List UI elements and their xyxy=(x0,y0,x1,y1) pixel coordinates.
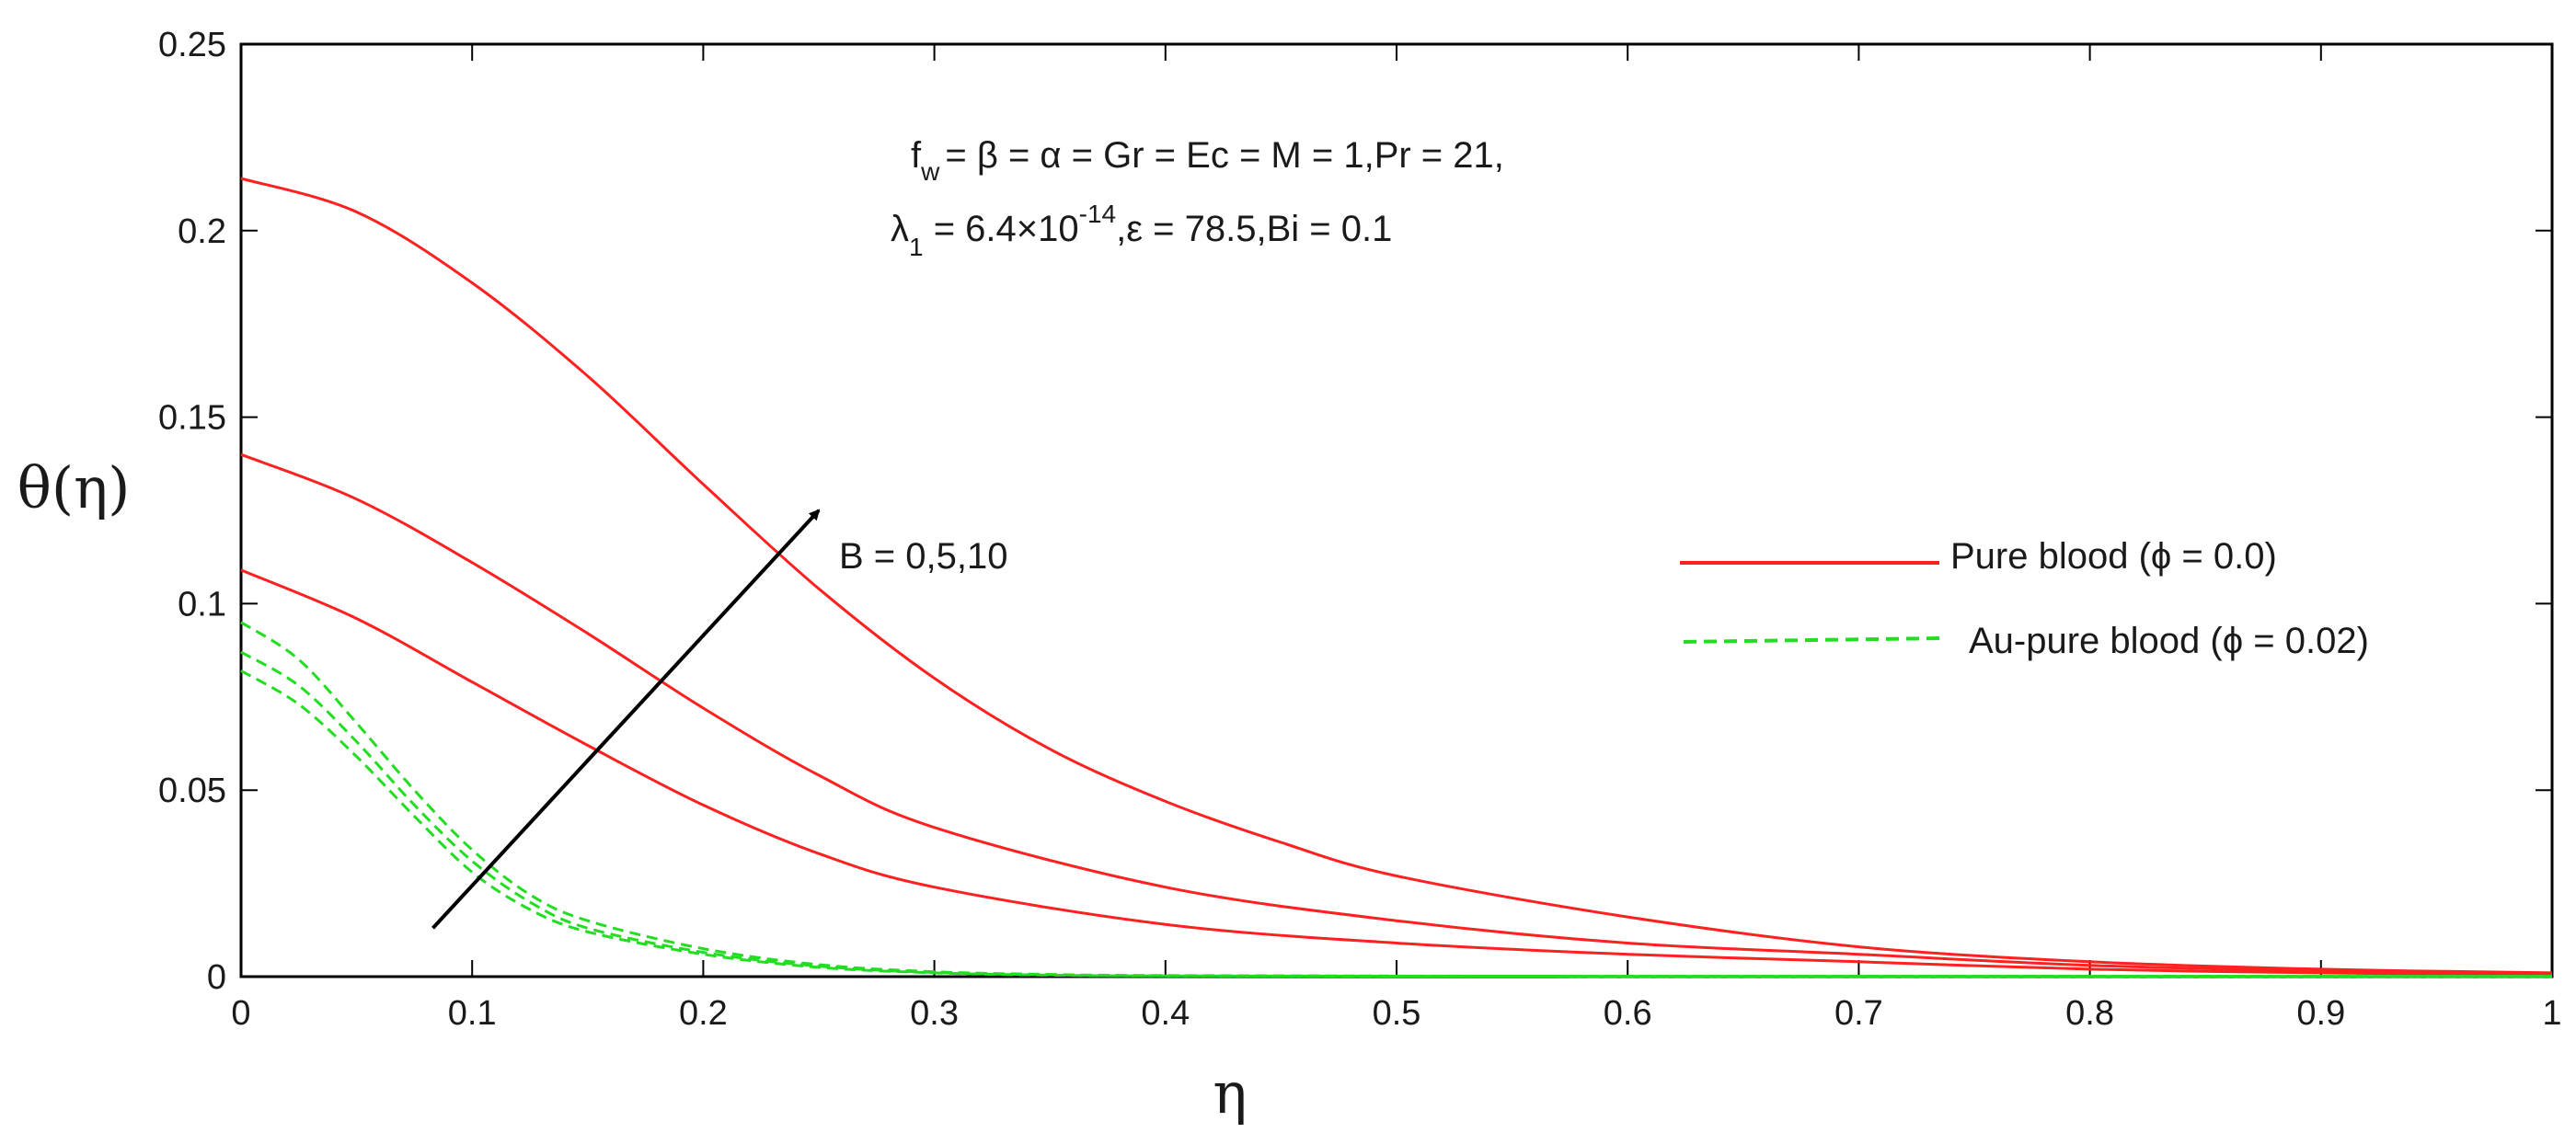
trend-arrow xyxy=(431,509,821,930)
y-tick-label: 0.05 xyxy=(158,772,226,810)
legend-label-au-pure-blood: Au-pure blood (ϕ = 0.02) xyxy=(1969,621,2369,661)
y-tick-label: 0.15 xyxy=(158,399,226,438)
y-tick-label: 0.1 xyxy=(178,585,226,623)
f-subscript: w xyxy=(920,157,940,186)
au-pure-blood-series-line xyxy=(240,669,2552,978)
y-axis-label: θ(η) xyxy=(17,454,131,521)
lambda-subscript: 1 xyxy=(909,233,924,261)
y-axis-ticks: 0 0.05 0.1 0.15 0.2 0.25 xyxy=(158,26,2552,997)
plot-area xyxy=(239,42,2554,978)
arrow-label: B = 0,5,10 xyxy=(839,536,1007,577)
y-tick-label: 0 xyxy=(207,958,226,997)
line2-rest: ,ε = 78.5,Bi = 0.1 xyxy=(1116,209,1392,249)
x-axis-ticks: 0 0.1 0.2 0.3 0.4 0.5 0.6 0.7 0.8 0.9 1 xyxy=(231,44,2562,1033)
y-tick-label: 0.2 xyxy=(178,212,226,251)
x-tick-label: 0.6 xyxy=(1604,994,1652,1033)
parameter-annotation-line2: λ1 = 6.4×10-14,ε = 78.5,Bi = 0.1 xyxy=(891,200,1392,261)
x-tick-label: 0.9 xyxy=(2296,994,2345,1033)
y-tick-label: 0.25 xyxy=(158,26,226,64)
x-tick-label: 0.3 xyxy=(910,994,959,1033)
x-tick-label: 0.7 xyxy=(1834,994,1883,1033)
pure-blood-series-line xyxy=(240,177,2553,975)
x-tick-label: 0.1 xyxy=(448,994,497,1033)
pure-blood-series-line xyxy=(240,452,2553,976)
x-tick-label: 0.8 xyxy=(2065,994,2114,1033)
x-axis-label: η xyxy=(1213,1059,1247,1127)
au-pure-blood-series-line xyxy=(240,621,2552,978)
legend-swatch-au-pure-blood xyxy=(1683,636,1940,644)
x-tick-label: 0 xyxy=(231,994,250,1033)
line2-eq: = 6.4×10 xyxy=(924,209,1079,249)
legend-label-pure-blood: Pure blood (ϕ = 0.0) xyxy=(1950,536,2277,577)
x-tick-label: 0.5 xyxy=(1373,994,1421,1033)
f-symbol: f xyxy=(911,135,922,176)
x-tick-label: 0.4 xyxy=(1141,994,1190,1033)
lambda-symbol: λ xyxy=(891,209,909,249)
x-tick-label: 0.2 xyxy=(679,994,728,1033)
series-layer xyxy=(240,177,2553,978)
parameter-annotation-line1: fw = β = α = Gr = Ec = M = 1,Pr = 21, xyxy=(911,135,1504,186)
exponent: -14 xyxy=(1079,200,1116,228)
pure-blood-series-line xyxy=(240,568,2553,977)
legend: Pure blood (ϕ = 0.0) Au-pure blood (ϕ = … xyxy=(1680,536,2369,661)
x-tick-label: 1 xyxy=(2542,994,2561,1033)
line1-rest: = β = α = Gr = Ec = M = 1,Pr = 21, xyxy=(945,135,1504,176)
